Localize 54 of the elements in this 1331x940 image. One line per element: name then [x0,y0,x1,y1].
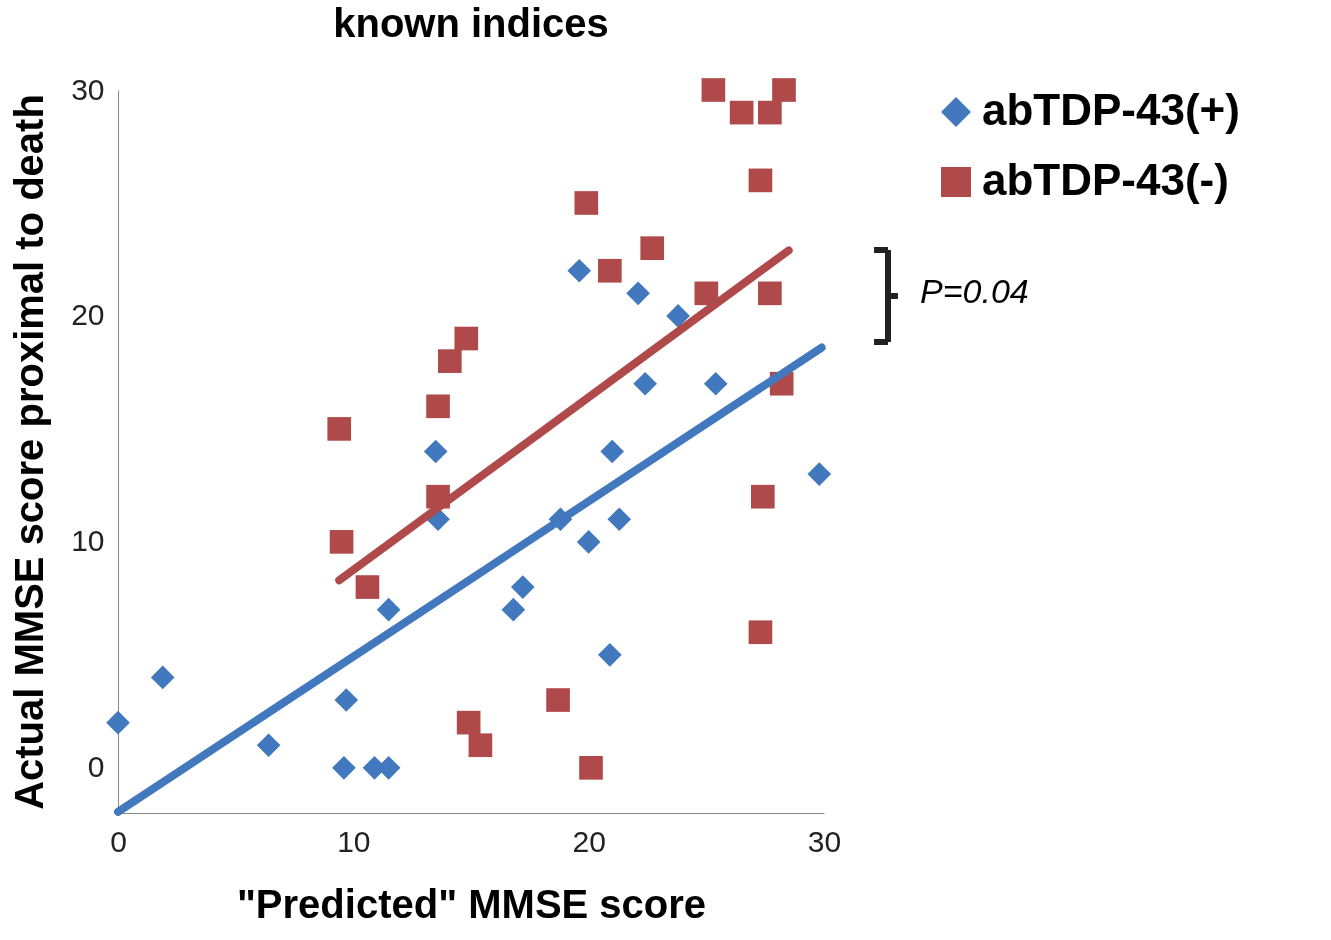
point [334,688,359,712]
point [468,733,493,758]
point [376,597,401,622]
legend-label: abTDP-43(+) [982,85,1240,134]
x-axis-title: "Predicted" MMSE score [236,881,707,926]
y-axis-title: Actual MMSE score proximal to death [7,94,52,810]
point [329,530,354,554]
y-tick-label: 10 [71,524,105,558]
point [574,191,599,215]
point [332,755,356,780]
point [750,484,775,509]
x-tick-label: 30 [807,824,842,858]
y-tick-label: 30 [71,72,105,106]
text: P=0.04 [920,272,1029,310]
point [666,304,690,328]
point [703,371,728,396]
x-tick-label: 0 [110,824,127,858]
point [748,620,773,645]
point [454,326,479,351]
point [510,575,535,599]
point [758,100,782,125]
point [626,281,650,306]
x-tick-label: 20 [572,824,606,858]
point [355,575,380,599]
point [437,349,462,373]
point [758,281,782,306]
point [633,371,657,396]
point [567,258,592,283]
chart-title: known indices [333,1,609,45]
point [579,755,603,780]
point [607,507,632,532]
point [327,417,352,441]
point [106,710,130,735]
x-tick-label: 10 [337,824,371,858]
point [772,78,796,102]
y-tick-label: 20 [71,298,105,332]
point [150,665,175,690]
point [598,643,622,667]
point [729,100,754,125]
point [748,168,773,193]
point [501,597,526,622]
point [807,462,832,486]
point [598,258,622,283]
point [256,733,281,758]
point [640,236,665,260]
point [423,439,448,464]
legend-label: abTDP-43(-) [982,155,1229,204]
point [426,394,450,419]
point [456,710,481,735]
y-tick-label: 0 [87,750,105,784]
point [701,78,726,102]
point [600,439,625,464]
point [576,530,601,554]
point [546,688,570,712]
